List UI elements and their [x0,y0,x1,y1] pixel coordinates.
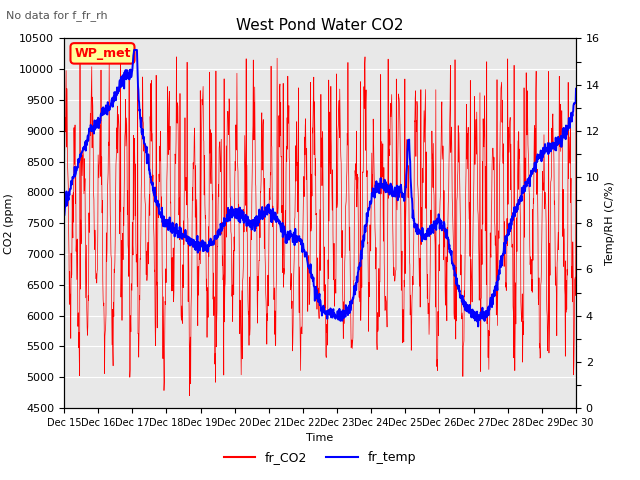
Y-axis label: Temp/RH (C/%): Temp/RH (C/%) [605,181,616,265]
Title: West Pond Water CO2: West Pond Water CO2 [236,18,404,33]
X-axis label: Time: Time [307,433,333,443]
Y-axis label: CO2 (ppm): CO2 (ppm) [4,193,13,253]
Text: No data for f_fr_rh: No data for f_fr_rh [6,10,108,21]
Legend: fr_CO2, fr_temp: fr_CO2, fr_temp [219,446,421,469]
Text: WP_met: WP_met [74,47,131,60]
